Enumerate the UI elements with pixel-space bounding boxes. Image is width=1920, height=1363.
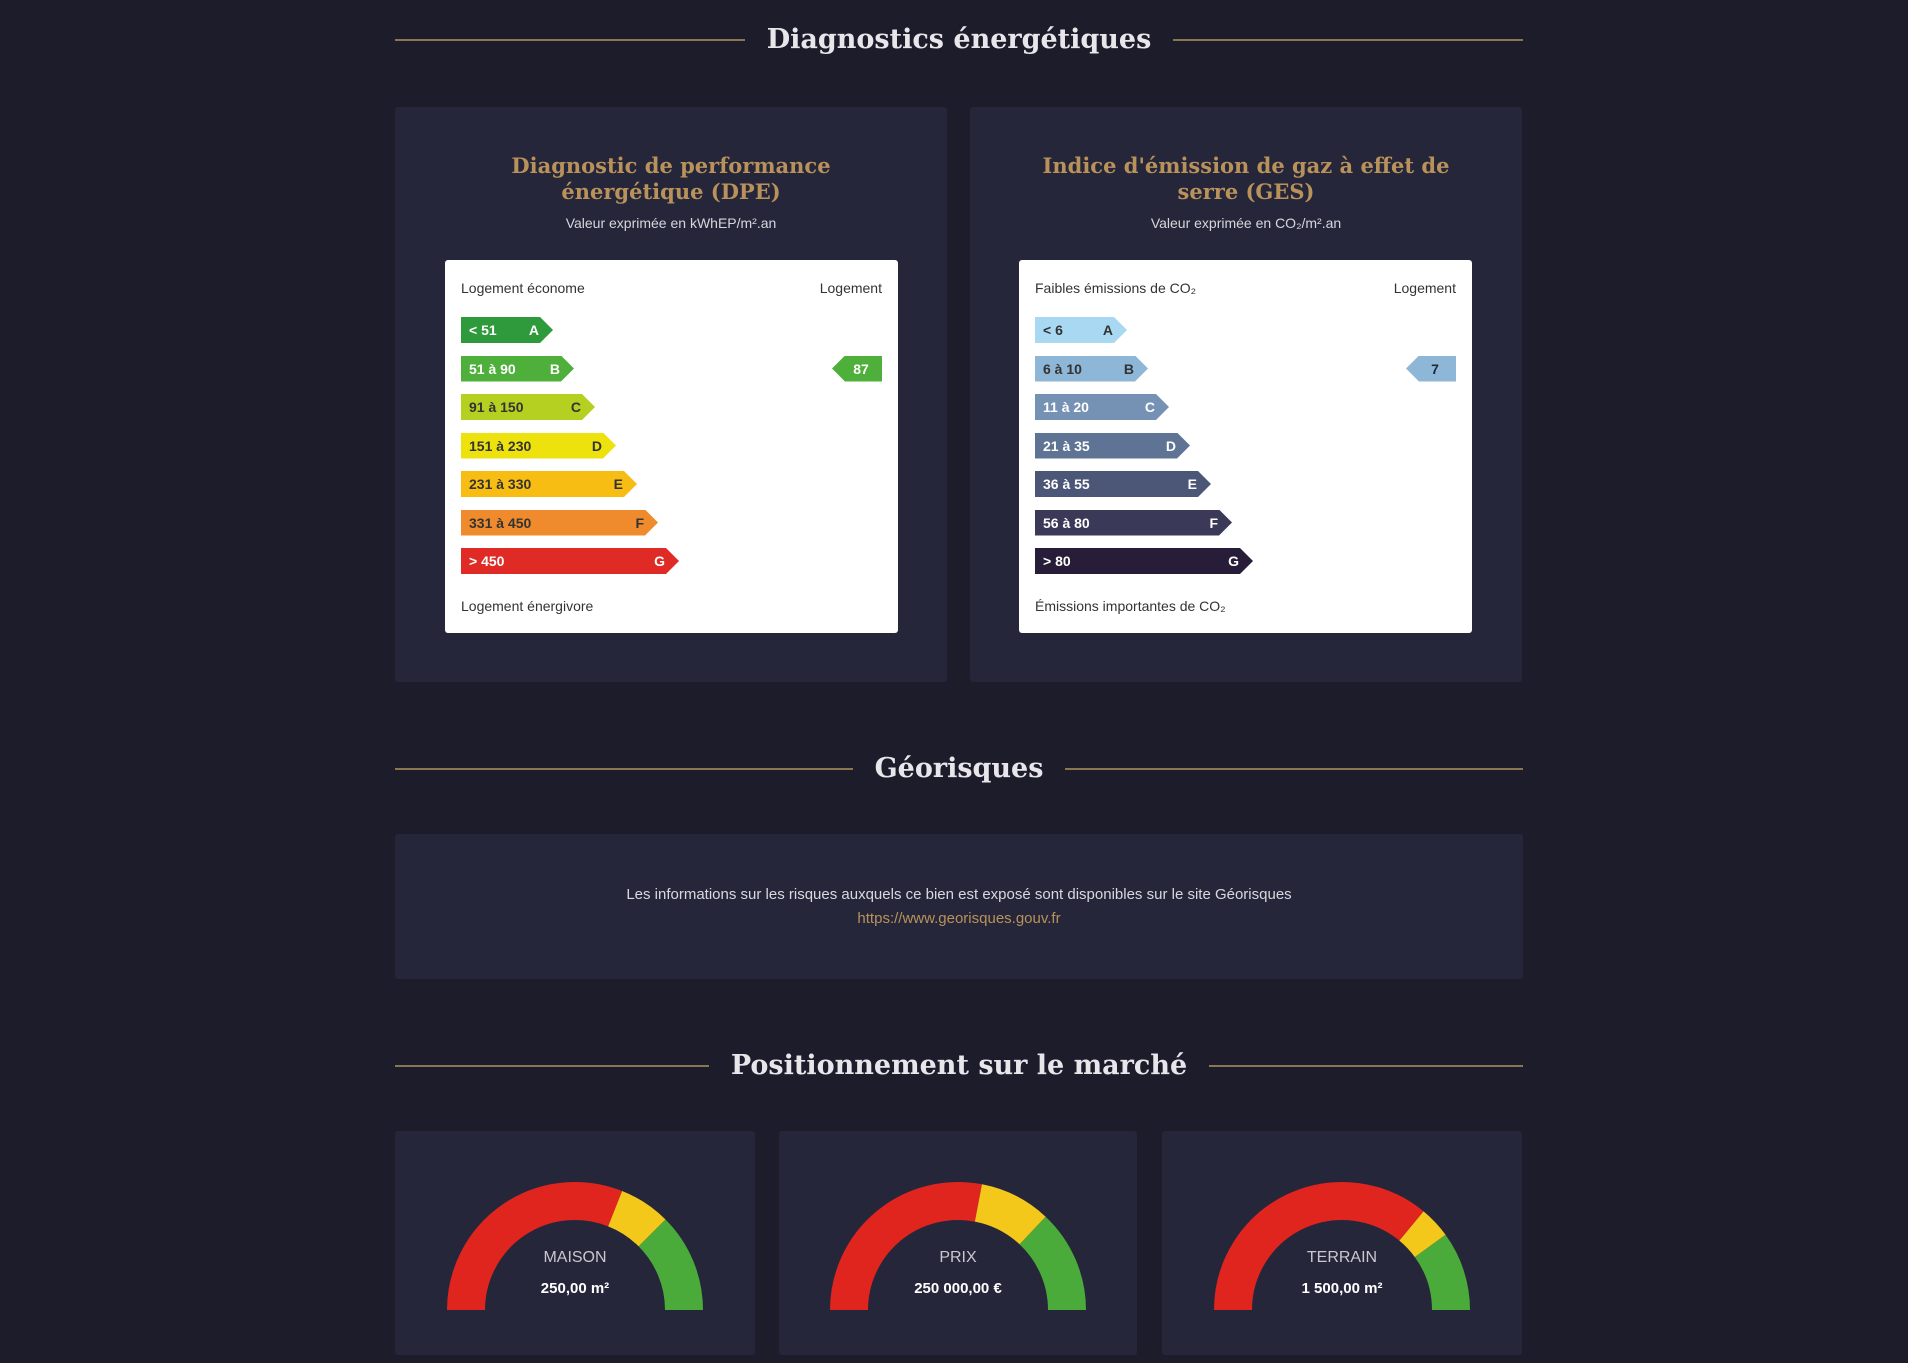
- ges-scale-top-label: Faibles émissions de CO₂: [1035, 280, 1197, 296]
- market-heading-title: Positionnement sur le marché: [730, 1050, 1188, 1081]
- georisques-panel: Les informations sur les risques auxquel…: [395, 834, 1523, 979]
- dpe-class-range: 151 à 230: [469, 437, 532, 454]
- georisques-section-heading: Géorisques: [395, 753, 1524, 784]
- dpe-class-letter: D: [591, 437, 602, 454]
- dpe-class-bar-a: < 51 A: [461, 317, 553, 343]
- dpe-scale-bottom-label: Logement énergivore: [461, 598, 594, 614]
- dpe-panel: Diagnostic de performance énergétique (D…: [395, 107, 947, 682]
- ges-subtitle: Valeur exprimée en CO₂/m².an: [1150, 215, 1342, 231]
- ges-class-bar-e: 36 à 55 E: [1035, 471, 1211, 497]
- dpe-class-range: 331 à 450: [469, 514, 532, 531]
- ges-class-range: 11 à 20: [1043, 399, 1089, 415]
- dpe-class-letter: B: [549, 360, 560, 377]
- ges-class-letter: B: [1123, 360, 1134, 377]
- dpe-class-bar-c: 91 à 150 C: [461, 394, 595, 420]
- gauge-segment-yellow: [607, 1190, 666, 1247]
- georisques-heading-title: Géorisques: [874, 753, 1044, 784]
- gauge-label: TERRAIN: [1306, 1249, 1378, 1266]
- gauge-segment-green: [638, 1219, 703, 1311]
- ges-scale-bottom-label: Émissions importantes de CO₂: [1035, 598, 1226, 614]
- dpe-class-bar-e: 231 à 330 E: [461, 471, 637, 497]
- dpe-class-range: 231 à 330: [469, 476, 532, 492]
- ges-class-bar-g: > 80 G: [1035, 548, 1253, 574]
- gauge-value: 1 500,00 m²: [1301, 1280, 1383, 1297]
- gauge-label: PRIX: [939, 1249, 977, 1266]
- dpe-class-bar-f: 331 à 450 F: [461, 510, 658, 536]
- dpe-class-letter: G: [654, 553, 665, 569]
- ges-class-range: 21 à 35: [1043, 437, 1090, 454]
- gauge-segment-red: [1214, 1182, 1424, 1311]
- dpe-class-letter: F: [635, 514, 644, 531]
- dpe-class-bar-d: 151 à 230 D: [461, 433, 616, 459]
- ges-class-letter: D: [1165, 437, 1176, 454]
- dpe-class-bar-b: 51 à 90 B: [461, 356, 574, 382]
- dpe-class-range: > 450: [469, 553, 505, 569]
- gauge-segment-green: [1414, 1234, 1470, 1311]
- ges-housing-value-marker: 7: [1406, 355, 1456, 382]
- georisques-info-text: Les informations sur les risques auxquel…: [626, 886, 1292, 903]
- gauge-value: 250 000,00 €: [914, 1280, 1002, 1297]
- dpe-housing-value-marker: 87: [832, 355, 882, 382]
- gauge-terrain: [1214, 1182, 1470, 1311]
- energy-section-heading: Diagnostics énergétiques: [395, 24, 1524, 55]
- gauge-segment-red: [447, 1182, 623, 1311]
- gauge-segment-yellow: [1398, 1211, 1446, 1258]
- gauge-label: MAISON: [543, 1249, 607, 1266]
- dpe-title: Diagnostic de performance énergétique (D…: [511, 153, 831, 204]
- ges-class-bar-d: 21 à 35 D: [1035, 433, 1190, 459]
- gauge-segment-red: [830, 1182, 982, 1311]
- georisques-link[interactable]: https://www.georisques.gouv.fr: [857, 910, 1061, 927]
- ges-class-letter: G: [1228, 553, 1239, 569]
- heading-rule: [1209, 1064, 1523, 1067]
- dpe-subtitle: Valeur exprimée en kWhEP/m².an: [565, 215, 777, 231]
- dpe-scale-top-label: Logement économe: [461, 280, 585, 296]
- ges-class-letter: F: [1209, 514, 1218, 531]
- dpe-class-range: < 51: [469, 322, 497, 338]
- gauge-maison: [447, 1182, 703, 1311]
- gauge-panel-prix: PRIX 250 000,00 €: [779, 1131, 1137, 1355]
- heading-rule: [395, 38, 745, 41]
- ges-class-bar-b: 6 à 10 B: [1035, 356, 1148, 382]
- gauge-segment-yellow: [974, 1184, 1046, 1245]
- dpe-class-range: 91 à 150: [469, 399, 524, 415]
- ges-class-bar-a: < 6 A: [1035, 317, 1127, 343]
- dpe-class-range: 51 à 90: [469, 360, 516, 377]
- energy-heading-title: Diagnostics énergétiques: [766, 24, 1152, 55]
- ges-class-bar-f: 56 à 80 F: [1035, 510, 1232, 536]
- ges-class-letter: E: [1187, 476, 1197, 492]
- gauge-panel-terrain: TERRAIN 1 500,00 m²: [1162, 1131, 1522, 1355]
- ges-class-range: 56 à 80: [1043, 514, 1090, 531]
- dpe-housing-label: Logement: [819, 280, 882, 296]
- ges-class-letter: C: [1144, 399, 1155, 415]
- ges-housing-label: Logement: [1393, 280, 1456, 296]
- gauge-prix: [830, 1182, 1086, 1311]
- ges-label-card: Faibles émissions de CO₂ Logement Émissi…: [1019, 260, 1472, 633]
- ges-class-range: 6 à 10: [1043, 360, 1082, 377]
- heading-rule: [1065, 767, 1524, 770]
- ges-panel: Indice d'émission de gaz à effet de serr…: [970, 107, 1522, 682]
- ges-class-range: < 6: [1043, 322, 1063, 338]
- heading-rule: [395, 1064, 709, 1067]
- ges-class-bar-c: 11 à 20 C: [1035, 394, 1169, 420]
- ges-class-range: > 80: [1043, 553, 1071, 569]
- heading-rule: [1173, 38, 1524, 41]
- dpe-class-letter: C: [570, 399, 581, 415]
- dpe-class-letter: E: [613, 476, 623, 492]
- gauge-segment-green: [1019, 1216, 1086, 1311]
- gauge-value: 250,00 m²: [540, 1280, 610, 1297]
- dpe-class-bar-g: > 450 G: [461, 548, 679, 574]
- dpe-class-letter: A: [528, 322, 539, 338]
- ges-class-letter: A: [1102, 322, 1113, 338]
- right-edge-strip: [1908, 0, 1920, 1363]
- ges-class-range: 36 à 55: [1043, 476, 1090, 492]
- ges-title: Indice d'émission de gaz à effet de serr…: [1042, 153, 1450, 204]
- dpe-label-card: Logement économe Logement Logement énerg…: [445, 260, 898, 633]
- market-section-heading: Positionnement sur le marché: [395, 1050, 1523, 1081]
- heading-rule: [395, 767, 853, 770]
- gauge-panel-maison: MAISON 250,00 m²: [395, 1131, 755, 1355]
